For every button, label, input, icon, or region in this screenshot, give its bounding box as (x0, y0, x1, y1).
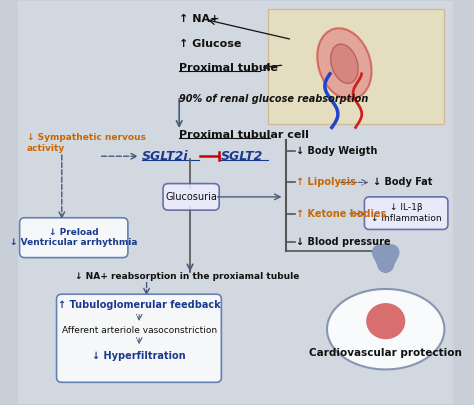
Text: ↑ Tubuloglomerular feedback: ↑ Tubuloglomerular feedback (58, 300, 220, 310)
FancyBboxPatch shape (365, 197, 448, 230)
Text: ↓ IL-1β
↓ Inflammation: ↓ IL-1β ↓ Inflammation (371, 203, 441, 223)
Ellipse shape (330, 44, 358, 83)
Text: ↑ Lipolysis: ↑ Lipolysis (296, 177, 356, 188)
Text: ↑ NA+: ↑ NA+ (179, 15, 219, 24)
Text: Afferent arteriole vasoconstriction: Afferent arteriole vasoconstriction (62, 326, 217, 335)
Text: ↓ Preload
↓ Ventricular arrhythmia: ↓ Preload ↓ Ventricular arrhythmia (10, 228, 137, 247)
FancyBboxPatch shape (163, 183, 219, 210)
Text: ↑ Ketone bodies: ↑ Ketone bodies (296, 209, 386, 219)
Text: SGLT2i: SGLT2i (142, 150, 189, 163)
Ellipse shape (327, 289, 445, 369)
FancyBboxPatch shape (56, 294, 221, 382)
Text: Proximal tubule: Proximal tubule (179, 63, 278, 73)
Text: Proximal tubular cell: Proximal tubular cell (179, 130, 309, 140)
Text: ↓ Hyperfiltration: ↓ Hyperfiltration (92, 351, 186, 361)
Text: ↓ NA+ reabsorption in the proxiamal tubule: ↓ NA+ reabsorption in the proxiamal tubu… (75, 272, 299, 281)
FancyBboxPatch shape (19, 218, 128, 258)
Text: SGLT2: SGLT2 (220, 150, 263, 163)
FancyBboxPatch shape (268, 9, 445, 124)
Text: ↑ Glucose: ↑ Glucose (179, 38, 242, 49)
Ellipse shape (366, 303, 405, 339)
Text: ↓ Sympathetic nervous
activity: ↓ Sympathetic nervous activity (27, 133, 146, 153)
Text: ↓ Blood pressure: ↓ Blood pressure (296, 237, 390, 247)
Ellipse shape (317, 28, 372, 99)
Text: 90% of renal glucose reabsorption: 90% of renal glucose reabsorption (179, 94, 369, 104)
Text: ↓ Body Fat: ↓ Body Fat (373, 177, 432, 188)
Text: Glucosuria: Glucosuria (165, 192, 217, 202)
Text: ↓ Body Weigth: ↓ Body Weigth (296, 147, 377, 156)
Text: Cardiovascular protection: Cardiovascular protection (309, 348, 462, 358)
